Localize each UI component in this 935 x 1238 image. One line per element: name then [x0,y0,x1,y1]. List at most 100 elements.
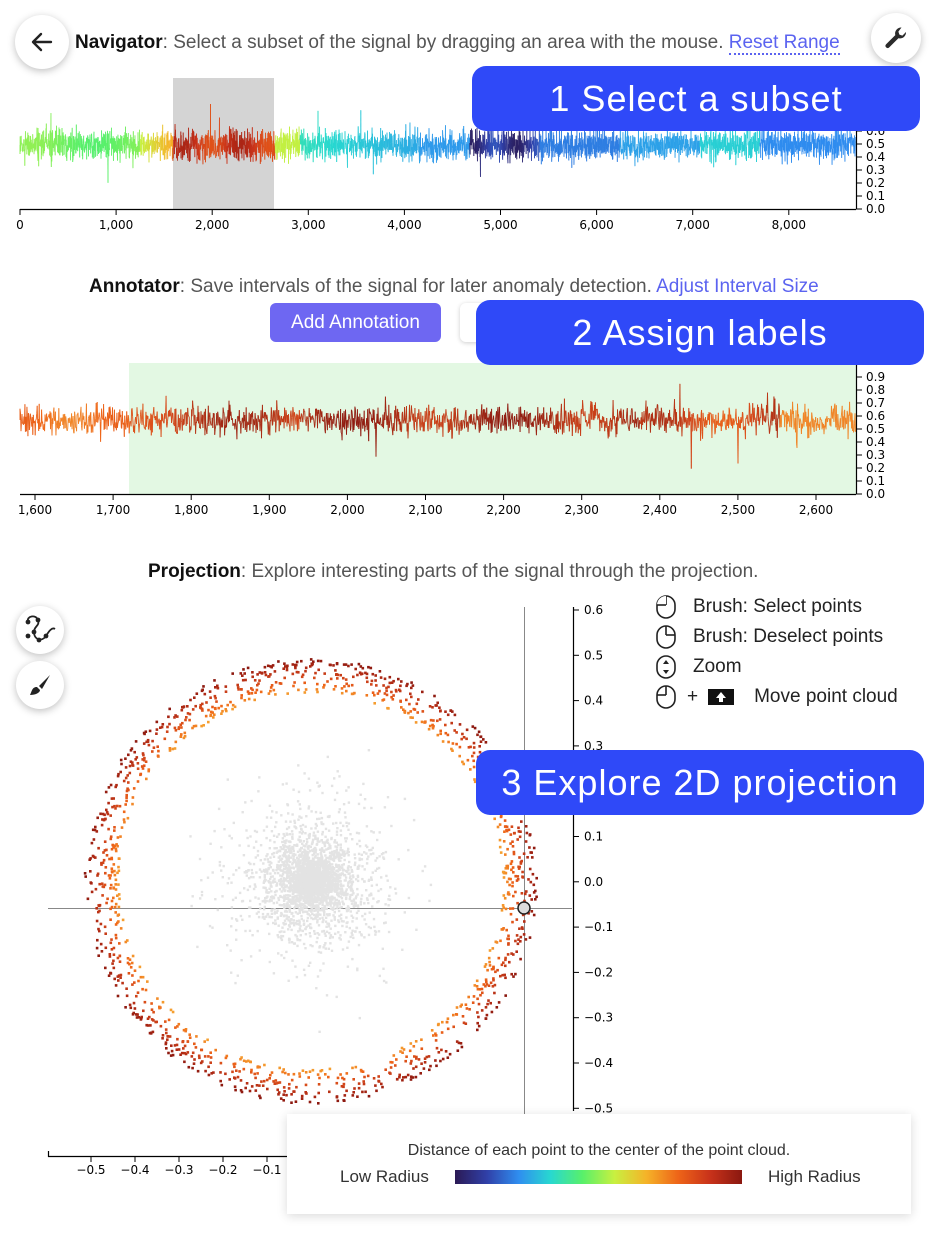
shift-key-icon [708,689,735,705]
y-tick-label: 0.2 [866,176,885,190]
y-tick-label: 0.3 [866,163,885,177]
y-tick-label: 0.0 [866,202,885,216]
y-tick-label: 0.5 [584,648,603,662]
y-tick-label: −0.4 [584,1056,613,1070]
x-tick-label: −0.1 [252,1163,281,1177]
settings-button[interactable] [871,13,921,63]
x-tick-label: −0.3 [164,1163,193,1177]
projection-header: Projection: Explore interesting parts of… [148,561,758,583]
colorbar-title: Distance of each point to the center of … [407,1142,791,1159]
y-tick-label: 0.9 [866,370,885,384]
y-tick-label: 0.2 [866,461,885,475]
adjust-interval-link[interactable]: Adjust Interval Size [656,276,819,297]
legend-item: + Move point cloud [655,684,898,710]
y-tick-label: 0.4 [584,694,603,708]
x-tick-label: 2,400 [643,503,677,517]
projection-title: Projection [148,561,241,582]
x-tick-label: 6,000 [579,218,613,232]
annotator-title: Annotator [89,276,180,297]
y-tick-label: 0.7 [866,396,885,410]
y-tick-label: 0.0 [584,875,603,889]
add-annotation-button[interactable]: Add Annotation [270,303,441,342]
x-tick-label: 2,600 [799,503,833,517]
x-tick-label: 2,000 [195,218,229,232]
y-tick-label: 0.8 [866,383,885,397]
back-arrow-icon [31,32,53,52]
projection-points[interactable] [83,658,538,1105]
colorbar-gradient [455,1170,742,1184]
legend-item: Zoom [655,654,742,680]
callout-assign-labels: 2 Assign labels [476,300,924,365]
reset-range-link[interactable]: Reset Range [728,32,840,55]
y-tick-label: 0.1 [584,830,603,844]
legend-label: Brush: Select points [693,596,862,617]
y-tick-label: 0.3 [584,739,603,753]
y-tick-label: 0.4 [866,435,885,449]
x-tick-label: −0.4 [120,1163,149,1177]
navigator-description: : Select a subset of the signal by dragg… [162,32,729,53]
brush-icon [30,675,50,695]
back-button[interactable] [15,15,69,69]
colorbar-high-label: High Radius [768,1167,861,1186]
legend-label: Zoom [693,656,742,677]
annotator-signal [19,383,856,469]
projection-description: : Explore interesting parts of the signa… [240,561,759,582]
y-tick-label: −0.5 [584,1101,613,1115]
y-tick-label: 0.6 [584,603,603,617]
lasso-tool-button[interactable] [16,606,64,654]
x-tick-label: 1,600 [18,503,52,517]
colorbar-low-label: Low Radius [340,1167,429,1186]
x-tick-label: 5,000 [483,218,517,232]
x-tick-label: 3,000 [291,218,325,232]
x-tick-label: 2,200 [486,503,520,517]
projection-scatter[interactable]: 0.60.50.40.30.20.10.0−0.1−0.2−0.3−0.4−0.… [0,595,935,1185]
origin-marker[interactable] [517,901,531,915]
colorbar-legend: Distance of each point to the center of … [287,1114,911,1214]
y-tick-label: 0.5 [866,137,885,151]
x-tick-label: 0 [16,218,24,232]
mouse-right-icon [656,625,676,649]
lasso-icon [25,615,56,643]
wrench-icon [885,27,907,49]
x-tick-label: 2,100 [408,503,442,517]
brush-tool-button[interactable] [16,661,64,709]
y-tick-label: −0.2 [584,965,613,979]
legend-item: Brush: Select points [655,594,862,620]
legend-item: Brush: Deselect points [655,624,883,650]
x-tick-label: −0.2 [208,1163,237,1177]
mouse-scroll-icon [656,655,676,679]
annotator-chart[interactable]: 1,600 1,700 1,800 1,900 2,000 2,100 2,200 2,300… [0,360,935,520]
x-tick-label: −0.5 [76,1163,105,1177]
navigator-chart[interactable]: 0 1,000 2,000 3,000 4,000 5,000 6,000 7,000 8,00… [0,75,935,235]
x-tick-label: 1,800 [174,503,208,517]
y-tick-label: 0.0 [866,487,885,501]
x-tick-label: 1,700 [96,503,130,517]
y-tick-label: 0.4 [866,150,885,164]
y-tick-label: 0.1 [866,474,885,488]
x-tick-label: 2,000 [330,503,364,517]
y-tick-label: 0.6 [866,409,885,423]
y-tick-label: −0.1 [584,920,613,934]
callout-explore-projection: 3 Explore 2D projection [476,750,924,815]
mouse-left-icon [656,595,676,619]
navigator-signal [19,103,857,183]
y-tick-label: 0.3 [866,448,885,462]
y-tick-label: 0.5 [866,422,885,436]
y-tick-label: 0.1 [866,189,885,203]
x-tick-label: 1,000 [99,218,133,232]
annotator-header: Annotator: Save intervals of the signal … [89,276,819,298]
callout-select-subset: 1 Select a subset [472,66,920,131]
mouse-shift-icon [656,685,676,709]
navigator-title: Navigator [75,32,163,53]
legend-label: Move point cloud [754,686,898,707]
x-tick-label: 7,000 [676,218,710,232]
navigator-header: Navigator: Select a subset of the signal… [75,32,840,55]
annotator-description: : Save intervals of the signal for later… [179,276,657,297]
x-tick-label: 1,900 [252,503,286,517]
legend-label: Brush: Deselect points [693,626,884,647]
x-tick-label: 4,000 [387,218,421,232]
y-tick-label: −0.3 [584,1011,613,1025]
x-tick-label: 8,000 [772,218,806,232]
x-tick-label: 2,500 [721,503,755,517]
legend-plus: + [687,686,699,707]
